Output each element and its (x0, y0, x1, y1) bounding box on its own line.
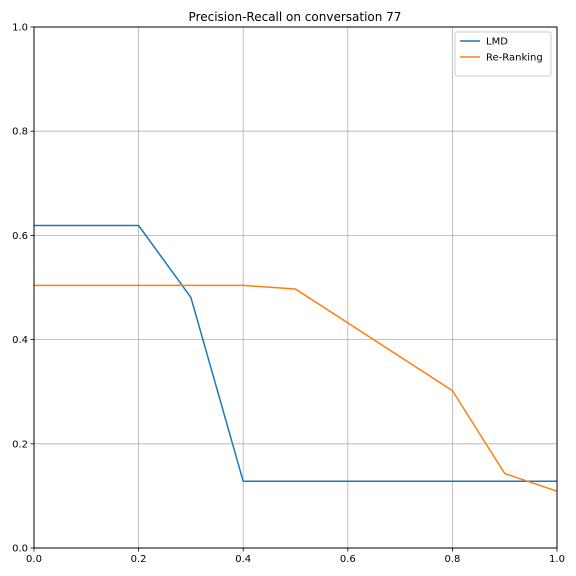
x-tick-label: 0.4 (235, 554, 251, 565)
x-tick-label: 0.0 (26, 554, 42, 565)
x-tick-label: 1.0 (549, 554, 565, 565)
series-lines (34, 224, 558, 492)
y-tick-label: 0.6 (12, 231, 28, 242)
series-line-re-ranking (34, 284, 558, 492)
x-tick-label: 0.8 (444, 554, 460, 565)
y-tick-label: 0.4 (12, 335, 28, 346)
legend-label-lmd: LMD (486, 37, 508, 48)
series-line-lmd (34, 224, 557, 483)
axes: 0.0 0.2 0.4 0.6 0.8 1.0 0.0 0.2 0.4 0.6 0.8 1.0 (12, 23, 565, 566)
y-tick-label: 1.0 (12, 23, 28, 34)
x-tick-label: 0.6 (340, 554, 356, 565)
grid (33, 26, 558, 549)
y-tick-label: 0.2 (12, 439, 28, 450)
y-tick-label: 0.0 (12, 544, 28, 555)
y-tick-label: 0.8 (12, 127, 28, 138)
x-tick-label: 0.2 (131, 554, 147, 565)
legend-box (454, 31, 552, 77)
legend: LMD Re-Ranking (454, 31, 552, 77)
legend-label-re-ranking: Re-Ranking (486, 53, 543, 64)
plot-frame (33, 26, 558, 549)
chart-title: Precision-Recall on conversation 77 (189, 10, 402, 24)
